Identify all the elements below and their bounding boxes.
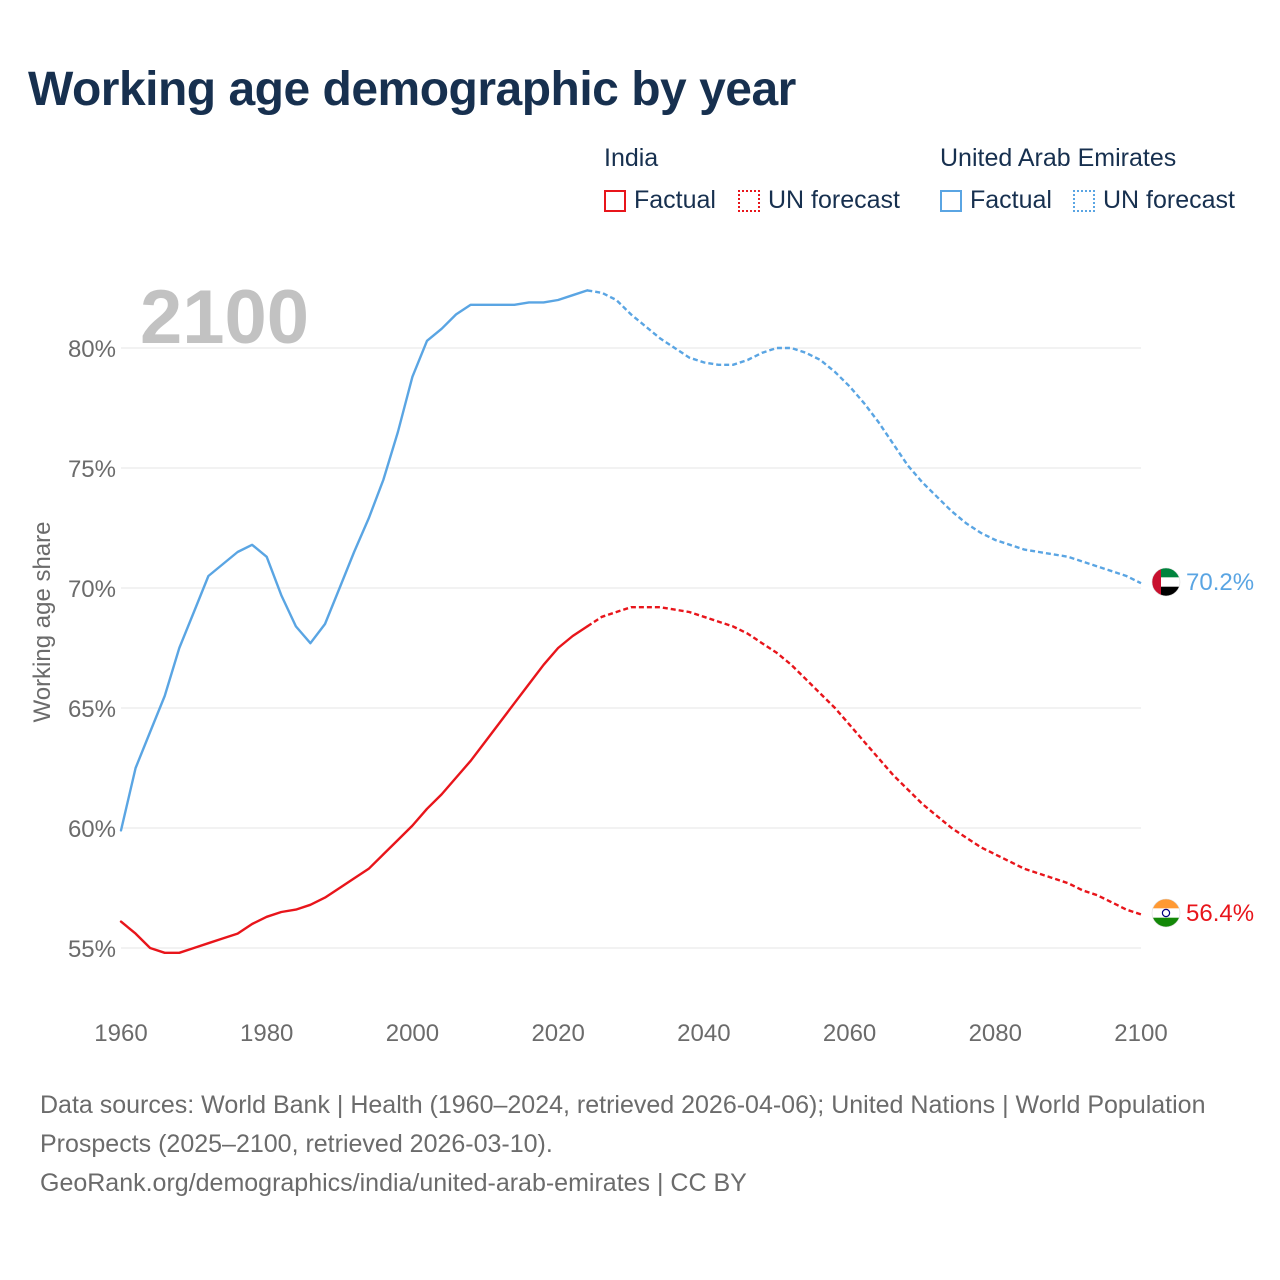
uae-end-value-label: 70.2% [1186, 569, 1254, 596]
data-sources-note: Data sources: World Bank | Health (1960–… [40, 1091, 1206, 1158]
legend-india-factual-label: Factual [634, 186, 716, 214]
united-arab-emirates-factual-line [119, 289, 589, 832]
uae-flag-icon [1151, 567, 1181, 597]
india-end-value-label: 56.4% [1186, 900, 1254, 927]
legend-uae-forecast[interactable]: UN forecast [1073, 186, 1235, 215]
india-factual-line [119, 625, 589, 954]
x-tick-label-2040: 2040 [677, 1020, 730, 1047]
legend-swatch-dotted-red [738, 189, 760, 212]
x-tick-label-2060: 2060 [823, 1020, 876, 1047]
legend-swatch-solid-red [604, 189, 626, 212]
x-tick-label-1980: 1980 [240, 1020, 293, 1047]
line-chart: 55% 60% 65% 70% 75% 80% 1960 1980 2000 2020 2040 20… [29, 275, 1254, 1047]
credit-link[interactable]: GeoRank.org/demographics/india/united-ar… [40, 1169, 747, 1197]
y-tick-label-80: 80% [68, 336, 116, 363]
legend-group-india: India [604, 144, 659, 172]
legend-swatch-dotted-blue [1073, 189, 1095, 212]
y-axis-title: Working age share [29, 522, 56, 723]
legend-india-forecast[interactable]: UN forecast [738, 186, 900, 215]
footer: Data sources: World Bank | Health (1960–… [40, 1086, 1220, 1203]
legend-uae-forecast-label: UN forecast [1103, 186, 1235, 214]
legend-india-factual[interactable]: Factual [604, 186, 716, 215]
legend-uae-factual[interactable]: Factual [940, 186, 1052, 215]
chart-title: Working age demographic by year [28, 63, 796, 116]
legend-india-forecast-label: UN forecast [768, 186, 900, 214]
x-tick-label-2000: 2000 [386, 1020, 439, 1047]
legend-group-uae: United Arab Emirates [940, 144, 1177, 172]
x-tick-label-1960: 1960 [94, 1020, 147, 1047]
united-arab-emirates-forecast-line [587, 289, 1142, 585]
x-tick-label-2080: 2080 [969, 1020, 1022, 1047]
x-tick-label-2100: 2100 [1114, 1020, 1167, 1047]
legend-uae-factual-label: Factual [970, 186, 1052, 214]
y-tick-label-70: 70% [68, 576, 116, 603]
x-tick-label-2020: 2020 [531, 1020, 584, 1047]
y-tick-label-60: 60% [68, 816, 116, 843]
year-watermark: 2100 [140, 275, 309, 360]
y-tick-label-75: 75% [68, 456, 116, 483]
y-tick-label-65: 65% [68, 696, 116, 723]
india-forecast-line [586, 606, 1142, 916]
y-tick-label-55: 55% [68, 936, 116, 963]
legend-swatch-solid-blue [940, 189, 962, 212]
india-flag-icon [1151, 898, 1181, 928]
